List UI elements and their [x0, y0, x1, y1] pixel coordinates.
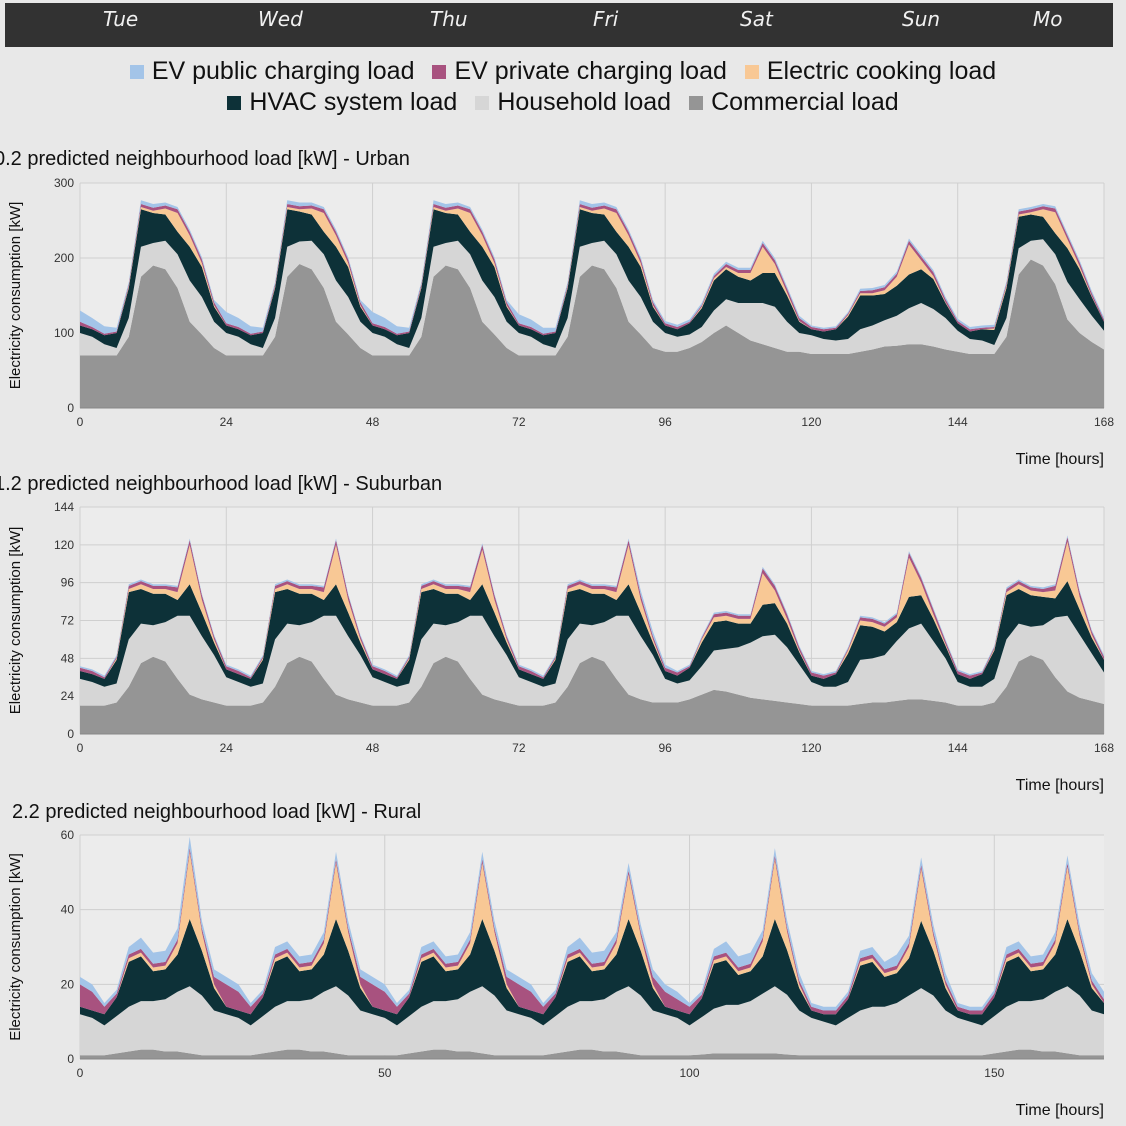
x-tick-label: 168: [1094, 415, 1114, 429]
day-label-wed: Wed: [258, 7, 303, 31]
day-label-sun: Sun: [902, 7, 941, 31]
x-tick-label: 144: [948, 741, 968, 755]
x-tick-label: 96: [658, 741, 672, 755]
day-label-mo: Mo: [1033, 7, 1063, 31]
y-tick-label: 48: [61, 651, 75, 665]
x-tick-label: 0: [77, 415, 84, 429]
y-tick-label: 200: [54, 251, 74, 265]
x-tick-label: 0: [77, 741, 84, 755]
area-hvac-system-load: [80, 581, 1104, 687]
chart-rural: 0 20 40 60 0 50 100 150 Electricity consumption …: [7, 828, 1104, 1119]
area-household-load: [80, 615, 1104, 706]
panel-title-urban: 0.2 predicted neighbourhood load [kW] - …: [0, 148, 410, 170]
x-tick-label: 100: [680, 1066, 700, 1080]
y-tick-label: 0: [67, 401, 74, 415]
x-tick-label: 168: [1094, 741, 1114, 755]
day-label-tue: Tue: [103, 7, 139, 31]
y-tick-label: 72: [61, 614, 75, 628]
chart-suburban: 0 24 48 72 96 120 144 0 24 48 72 96 120 144 168 Electri…: [7, 500, 1114, 794]
area-household-load: [80, 986, 1104, 1056]
area-commercial-load: [80, 655, 1104, 734]
legend-item-cooking: Electric cooking load: [744, 57, 997, 86]
legend-item-commercial: Commercial load: [689, 88, 899, 117]
x-tick-label: 24: [220, 741, 234, 755]
legend-item-ev-public: EV public charging load: [129, 57, 415, 86]
y-tick-label: 0: [67, 727, 74, 741]
day-label-thu: Thu: [430, 7, 468, 31]
legend-swatch-hvac: [227, 95, 242, 110]
day-bar: Tue Wed Thu Fri Sat Sun Mo: [5, 3, 1113, 47]
x-tick-label: 48: [366, 741, 380, 755]
legend-item-hvac: HVAC system load: [227, 88, 457, 117]
x-tick-label: 72: [512, 415, 526, 429]
legend-label-hvac: HVAC system load: [249, 88, 458, 116]
legend-label-cooking: Electric cooking load: [766, 57, 997, 85]
x-tick-label: 24: [220, 415, 234, 429]
x-axis-label: Time [hours]: [1016, 777, 1104, 794]
y-tick-label: 100: [54, 326, 74, 340]
legend-label-household: Household load: [497, 88, 672, 116]
panel-title-rural: 2.2 predicted neighbourhood load [kW] - …: [12, 801, 422, 823]
legend-item-household: Household load: [475, 88, 671, 117]
x-axis-label: Time [hours]: [1016, 451, 1104, 468]
y-tick-label: 60: [61, 828, 75, 842]
x-tick-label: 144: [948, 415, 968, 429]
legend-label-ev-public: EV public charging load: [151, 57, 415, 85]
y-axis-label: Electricity consumption [kW]: [7, 853, 24, 1041]
panel-title-suburban: 1.2 predicted neighbourhood load [kW] - …: [0, 473, 443, 495]
area-electric-cooking-load: [80, 541, 1104, 679]
y-tick-label: 144: [54, 500, 74, 514]
x-tick-label: 48: [366, 415, 380, 429]
y-tick-label: 120: [54, 538, 74, 552]
chart-urban: 0 100 200 300 0 24 48 72 96 120 144 168 Electricity …: [7, 176, 1114, 468]
legend-row-2: HVAC system load Household load Commerci…: [0, 87, 1126, 118]
x-tick-label: 72: [512, 741, 526, 755]
legend: EV public charging load EV private charg…: [0, 56, 1126, 118]
y-tick-label: 24: [61, 689, 75, 703]
y-tick-label: 300: [54, 176, 74, 190]
legend-item-ev-private: EV private charging load: [432, 57, 727, 86]
x-tick-label: 120: [801, 741, 821, 755]
y-axis-label: Electricity consumption [kW]: [7, 527, 24, 715]
area-hvac-system-load: [80, 919, 1104, 1026]
y-tick-label: 96: [61, 576, 75, 590]
legend-swatch-ev-public: [129, 64, 144, 79]
legend-label-ev-private: EV private charging load: [454, 57, 727, 85]
x-tick-label: 120: [801, 415, 821, 429]
x-tick-label: 50: [378, 1066, 392, 1080]
area-electric-cooking-load: [80, 207, 1104, 336]
legend-row-1: EV public charging load EV private charg…: [0, 56, 1126, 87]
day-label-sat: Sat: [740, 7, 773, 31]
y-tick-label: 0: [67, 1052, 74, 1066]
legend-swatch-household: [475, 95, 490, 110]
area-commercial-load: [80, 259, 1104, 408]
area-ev-private-charging-load: [80, 204, 1104, 336]
area-ev-public-charging-load: [80, 200, 1104, 334]
legend-swatch-commercial: [689, 95, 704, 110]
x-axis-label: Time [hours]: [1016, 1102, 1104, 1119]
y-axis-label: Electricity consumption [kW]: [7, 202, 24, 390]
y-tick-label: 20: [61, 977, 75, 991]
area-household-load: [80, 239, 1104, 356]
day-label-fri: Fri: [593, 7, 619, 31]
x-tick-label: 0: [77, 1066, 84, 1080]
legend-swatch-ev-private: [432, 64, 447, 79]
area-commercial-load: [80, 1049, 1104, 1059]
area-hvac-system-load: [80, 209, 1104, 348]
area-electric-cooking-load: [80, 851, 1104, 1015]
y-tick-label: 40: [61, 903, 75, 917]
legend-label-commercial: Commercial load: [711, 88, 899, 116]
x-tick-label: 150: [984, 1066, 1004, 1080]
legend-swatch-cooking: [744, 64, 759, 79]
x-tick-label: 96: [658, 415, 672, 429]
